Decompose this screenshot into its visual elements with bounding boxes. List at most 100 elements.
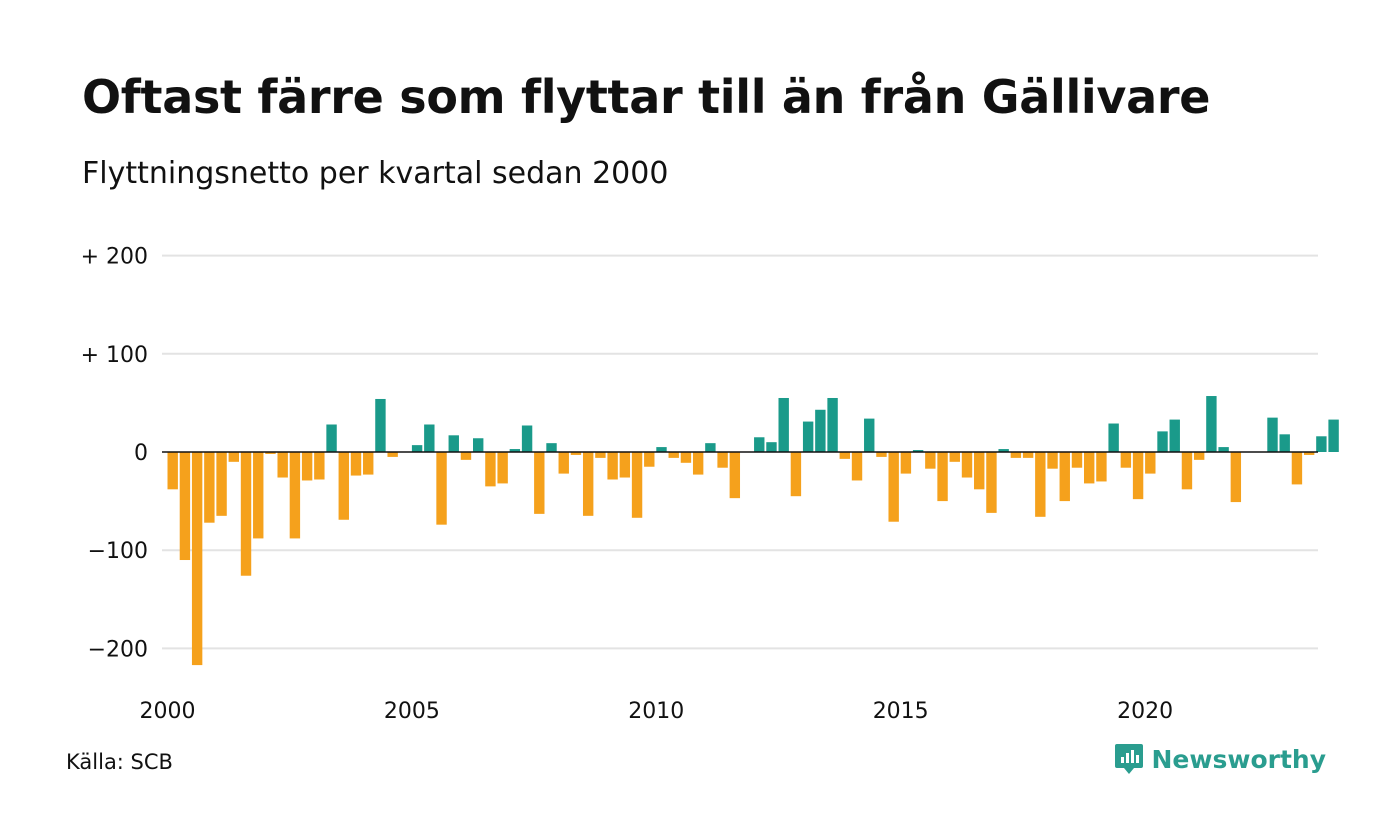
bar bbox=[717, 452, 728, 468]
bar bbox=[460, 452, 472, 460]
bar bbox=[790, 452, 802, 497]
x-tick-label: 2000 bbox=[140, 699, 196, 724]
brand-logo: Newsworthy bbox=[1114, 742, 1327, 776]
bar bbox=[1059, 452, 1070, 502]
bar bbox=[778, 397, 789, 452]
bar bbox=[1218, 447, 1229, 452]
bar bbox=[1230, 452, 1242, 503]
bar bbox=[1267, 417, 1278, 452]
bar bbox=[1279, 434, 1290, 452]
bar bbox=[570, 452, 582, 455]
bar bbox=[937, 452, 948, 502]
bar bbox=[534, 452, 545, 514]
bar bbox=[277, 452, 288, 478]
chart-title: Oftast färre som flyttar till än från Gä… bbox=[82, 70, 1211, 124]
bar bbox=[949, 452, 960, 462]
bar bbox=[851, 452, 863, 481]
x-tick-label: 2015 bbox=[873, 699, 929, 724]
bar bbox=[1169, 419, 1180, 452]
bar bbox=[1303, 452, 1315, 455]
bar bbox=[191, 452, 203, 666]
y-tick-label: 0 bbox=[134, 441, 148, 466]
bar bbox=[1157, 431, 1168, 452]
bar bbox=[680, 452, 692, 463]
newsworthy-icon bbox=[1114, 744, 1143, 774]
chart-subtitle: Flyttningsnetto per kvartal sedan 2000 bbox=[82, 156, 669, 191]
bar bbox=[228, 452, 239, 462]
bar bbox=[558, 452, 569, 474]
bar bbox=[1096, 452, 1107, 482]
bar bbox=[986, 452, 997, 513]
x-axis-labels: 2000 2005 2010 2015 2020 bbox=[140, 699, 1174, 724]
bar bbox=[582, 452, 594, 516]
bar bbox=[644, 452, 655, 467]
bar bbox=[473, 438, 484, 452]
bar bbox=[1145, 452, 1156, 474]
bar bbox=[607, 452, 618, 480]
bar bbox=[424, 424, 435, 452]
bar bbox=[1206, 396, 1217, 452]
bar bbox=[864, 418, 875, 452]
bar bbox=[827, 397, 838, 452]
bar bbox=[692, 452, 704, 475]
bar bbox=[1181, 452, 1193, 490]
bar bbox=[411, 445, 423, 452]
bar bbox=[631, 452, 643, 518]
bar bbox=[729, 452, 741, 499]
bar bbox=[1108, 423, 1119, 452]
source-note: Källa: SCB bbox=[66, 750, 173, 774]
x-tick-label: 2005 bbox=[384, 699, 440, 724]
bar bbox=[998, 449, 1009, 452]
bar bbox=[167, 452, 178, 490]
bar bbox=[253, 452, 264, 539]
y-tick-label: −200 bbox=[88, 637, 148, 662]
bar bbox=[179, 452, 191, 561]
bar bbox=[326, 424, 337, 452]
bar bbox=[546, 443, 557, 452]
bar bbox=[974, 452, 985, 490]
y-tick-label: + 200 bbox=[81, 245, 148, 270]
y-tick-label: + 100 bbox=[81, 343, 148, 368]
bar bbox=[900, 452, 912, 474]
bar bbox=[1316, 436, 1327, 452]
bar bbox=[815, 409, 826, 452]
bar bbox=[961, 452, 973, 478]
bar bbox=[1193, 452, 1205, 460]
bar bbox=[338, 452, 349, 520]
bar bbox=[1022, 452, 1034, 458]
bar bbox=[509, 449, 521, 452]
bar bbox=[314, 452, 325, 480]
bar bbox=[1035, 452, 1046, 517]
bar bbox=[1010, 452, 1022, 458]
brand-name: Newsworthy bbox=[1151, 744, 1327, 774]
bar bbox=[925, 452, 936, 469]
bar bbox=[350, 452, 362, 476]
bar bbox=[448, 435, 459, 452]
bar bbox=[1047, 452, 1058, 469]
bar bbox=[375, 398, 386, 452]
bar bbox=[216, 452, 227, 516]
bar bbox=[802, 421, 814, 452]
bar bbox=[754, 437, 765, 452]
bar bbox=[1132, 452, 1144, 500]
bar bbox=[656, 447, 667, 452]
bar bbox=[1071, 452, 1083, 468]
x-tick-label: 2020 bbox=[1117, 699, 1173, 724]
bar bbox=[1328, 419, 1339, 452]
bar bbox=[436, 452, 447, 525]
bar bbox=[1120, 452, 1132, 468]
x-tick-label: 2010 bbox=[628, 699, 684, 724]
bar bbox=[387, 452, 398, 457]
bar bbox=[485, 452, 496, 487]
bar bbox=[619, 452, 631, 478]
bars bbox=[167, 396, 1339, 666]
gridlines bbox=[162, 254, 1318, 650]
bar bbox=[363, 452, 374, 475]
y-tick-label: −100 bbox=[88, 539, 148, 564]
bar bbox=[1084, 452, 1095, 484]
bar bbox=[204, 452, 215, 523]
bar bbox=[766, 442, 777, 452]
bar bbox=[240, 452, 252, 576]
bar bbox=[497, 452, 508, 484]
